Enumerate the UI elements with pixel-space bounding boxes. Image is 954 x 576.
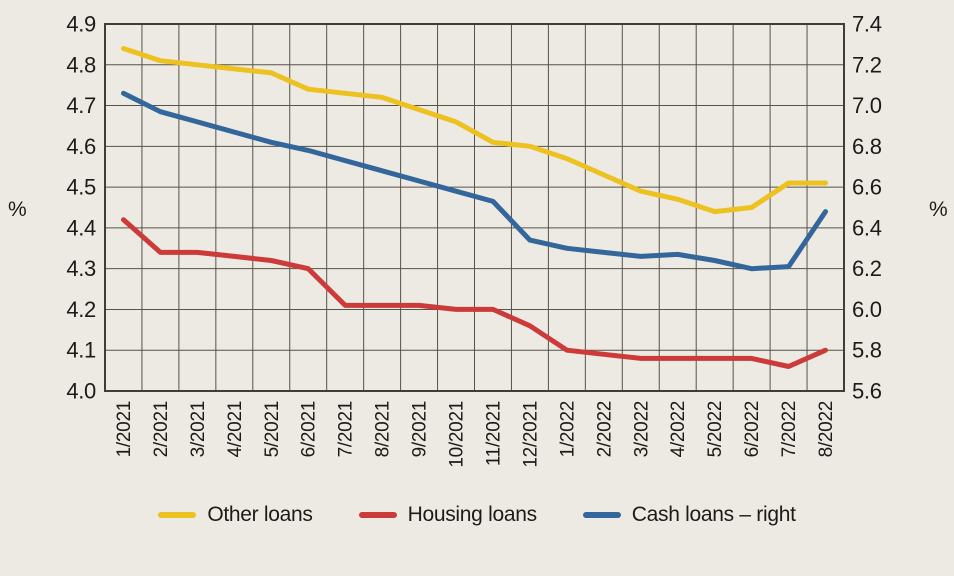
series-lines <box>121 46 828 369</box>
legend-swatch-housing-loans <box>358 512 397 518</box>
x-tick-label: 6/2021 <box>299 401 320 457</box>
legend-item-cash-loans: Cash loans – right <box>582 503 796 527</box>
x-tick-label: 5/2021 <box>262 401 283 457</box>
x-tick-label: 8/2022 <box>816 401 837 457</box>
x-tick-label: 3/2022 <box>631 401 652 457</box>
y-tick-label-right: 6.6 <box>852 175 882 200</box>
y-tick-label-right: 6.2 <box>852 256 882 281</box>
legend-label-housing-loans: Housing loans <box>407 503 537 526</box>
legend-label-cash-loans: Cash loans – right <box>631 503 796 526</box>
y-tick-label-right: 5.8 <box>852 338 882 363</box>
y-tick-label-right: 6.4 <box>852 215 882 240</box>
y-tick-label-left: 4.1 <box>66 338 96 363</box>
y-tick-label-left: 4.5 <box>66 175 96 200</box>
y-tick-label-right: 6.0 <box>852 297 882 322</box>
y-tick-label-left: 4.8 <box>66 52 96 77</box>
legend: Other loans Housing loans Cash loans – r… <box>0 503 954 527</box>
x-tick-label: 12/2021 <box>520 401 541 468</box>
x-tick-label: 7/2021 <box>336 401 357 457</box>
series-line-housing-loans <box>121 217 828 369</box>
y-tick-label-right: 6.8 <box>852 134 882 159</box>
series-line-cash-loans-right <box>121 90 828 272</box>
axis-tick-labels: 4.0 4.1 4.2 4.3 4.4 4.5 4.6 4.7 4.8 4.9 5.6 5.8 6.0 6… <box>66 12 882 404</box>
legend-item-housing-loans: Housing loans <box>358 503 537 527</box>
x-tick-label: 3/2021 <box>188 401 209 457</box>
y-tick-label-left: 4.7 <box>66 93 96 118</box>
x-tick-label: 9/2021 <box>410 401 431 457</box>
x-tick-label: 10/2021 <box>447 401 468 468</box>
legend-swatch-cash-loans <box>582 512 621 518</box>
x-tick-label: 4/2021 <box>225 401 246 457</box>
x-axis-labels: 1/2021 2/2021 3/2021 4/2021 5/2021 6/2021 7/20… <box>114 401 837 468</box>
y-tick-label-left: 4.3 <box>66 256 96 281</box>
x-tick-label: 1/2022 <box>557 401 578 457</box>
x-tick-label: 6/2022 <box>742 401 763 457</box>
y-tick-label-right: 7.2 <box>852 52 882 77</box>
y-tick-label-right: 7.4 <box>852 12 882 37</box>
y-tick-label-left: 4.4 <box>66 215 96 240</box>
y-tick-label-left: 4.2 <box>66 297 96 322</box>
plot-border <box>104 23 845 392</box>
y-tick-label-right: 7.0 <box>852 93 882 118</box>
x-tick-label: 11/2021 <box>483 401 504 466</box>
legend-item-other-loans: Other loans <box>158 503 313 527</box>
x-tick-label: 8/2021 <box>373 401 394 457</box>
x-tick-label: 2/2022 <box>594 401 615 457</box>
y-tick-label-left: 4.0 <box>66 379 96 404</box>
x-tick-label: 5/2022 <box>705 401 726 457</box>
series-line-other-loans <box>121 46 828 215</box>
legend-label-other-loans: Other loans <box>207 503 313 526</box>
plot-border-rect <box>104 23 845 392</box>
y-tick-label-left: 4.6 <box>66 134 96 159</box>
left-axis-unit-label: % <box>8 198 27 221</box>
x-tick-label: 4/2022 <box>668 401 689 457</box>
y-tick-label-left: 4.9 <box>66 12 96 37</box>
right-axis-unit-label: % <box>929 198 948 221</box>
line-chart: 4.0 4.1 4.2 4.3 4.4 4.5 4.6 4.7 4.8 4.9 5.6 5.8 6.0 6… <box>8 12 948 468</box>
y-tick-label-right: 5.6 <box>852 379 882 404</box>
x-tick-label: 2/2021 <box>151 401 172 457</box>
legend-swatch-other-loans <box>158 512 197 518</box>
x-tick-label: 7/2022 <box>779 401 800 457</box>
x-tick-label: 1/2021 <box>114 401 135 457</box>
